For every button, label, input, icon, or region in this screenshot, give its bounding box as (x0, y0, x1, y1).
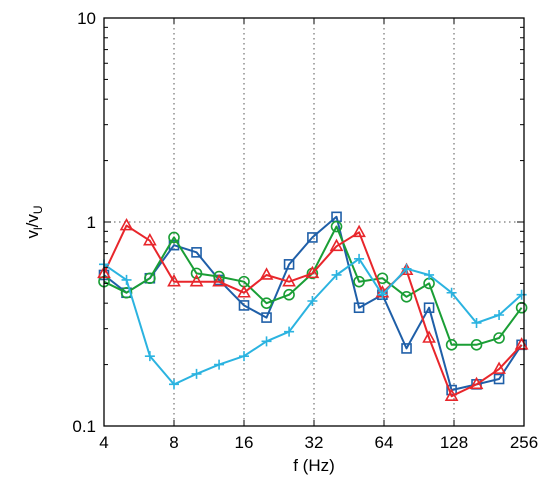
data-point-triangle (329, 238, 344, 252)
y-axis-label-sep: /v (23, 214, 42, 228)
data-point-plus (354, 253, 365, 264)
data-point-triangle (282, 273, 296, 287)
series-plus (99, 253, 527, 390)
y-tick-label: 1 (87, 213, 96, 232)
data-point-circle (120, 286, 133, 299)
data-point-square (423, 302, 435, 314)
data-point-plus (377, 289, 388, 300)
data-point-triangle (492, 361, 506, 374)
data-point-circle (400, 290, 413, 303)
data-point-plus (191, 368, 202, 379)
data-point-square (238, 300, 250, 311)
series-line (103, 224, 523, 398)
y-tick-label: 10 (77, 9, 96, 28)
data-point-square (261, 312, 272, 323)
x-axis-label: f (Hz) (293, 456, 335, 475)
data-point-plus (446, 287, 457, 298)
data-point-plus (284, 326, 295, 337)
y-axis-label-sub2: U (31, 205, 45, 214)
data-point-plus (494, 310, 505, 321)
x-tick-label: 64 (375, 433, 394, 452)
data-point-triangle (167, 273, 181, 287)
data-point-circle (353, 275, 365, 288)
y-axis-label: vl/vU (23, 205, 45, 238)
data-point-circle (190, 267, 203, 280)
y-axis-label-v1: v (23, 230, 42, 239)
series-circle (98, 220, 528, 351)
x-tick-label: 256 (510, 433, 538, 452)
data-point-plus (424, 269, 435, 280)
data-point-plus (261, 336, 272, 347)
y-axis-label-sub1: l (31, 227, 45, 230)
data-point-triangle (469, 376, 484, 390)
data-point-plus (307, 295, 318, 306)
data-point-plus (121, 274, 132, 285)
x-tick-label: 4 (99, 433, 108, 452)
data-point-square (493, 373, 505, 385)
data-point-circle (260, 297, 273, 309)
y-tick-label: 0.1 (72, 417, 96, 436)
data-point-triangle (305, 265, 320, 279)
data-point-plus (331, 269, 342, 280)
data-point-plus (214, 359, 225, 370)
data-point-circle (493, 332, 505, 344)
data-point-plus (239, 351, 249, 362)
data-point-plus (169, 379, 179, 390)
data-point-circle (283, 288, 295, 301)
data-point-triangle (259, 267, 274, 280)
data-point-triangle (422, 330, 436, 343)
x-tick-label: 128 (440, 433, 468, 452)
data-point-circle (144, 272, 156, 285)
data-point-circle (330, 220, 343, 233)
data-point-circle (445, 339, 458, 351)
x-tick-label: 32 (305, 433, 324, 452)
series-triangle (97, 217, 529, 401)
data-point-plus (471, 317, 482, 328)
data-point-circle (168, 231, 180, 244)
data-point-triangle (352, 224, 366, 238)
series-group (97, 211, 529, 401)
axis-ticks: 4 8 16 32 64 128 256 0.1 1 10 (72, 9, 538, 452)
data-point-circle (470, 339, 483, 351)
data-point-triangle (189, 273, 204, 287)
data-point-triangle (444, 388, 459, 401)
data-point-plus (401, 263, 412, 274)
data-point-square (191, 247, 202, 258)
data-point-square (353, 302, 365, 314)
x-tick-label: 8 (169, 433, 178, 452)
data-point-triangle (119, 217, 134, 231)
data-point-plus (144, 351, 155, 362)
x-tick-label: 16 (235, 433, 254, 452)
grid-lines (104, 18, 524, 426)
series-line (103, 225, 523, 346)
data-point-plus (516, 289, 527, 300)
data-point-square (283, 259, 295, 270)
data-point-triangle (237, 285, 251, 298)
data-point-square (307, 232, 318, 243)
data-point-triangle (143, 233, 157, 246)
data-point-square (401, 343, 412, 354)
data-point-triangle (212, 273, 226, 287)
